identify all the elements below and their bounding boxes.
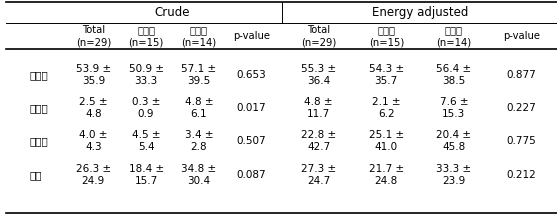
Text: 22.8 ±
42.7: 22.8 ± 42.7	[301, 130, 336, 152]
Text: 18.4 ±
15.7: 18.4 ± 15.7	[129, 164, 164, 186]
Text: 0.507: 0.507	[237, 136, 266, 146]
Text: 0.775: 0.775	[506, 136, 536, 146]
Text: 3.4 ±
2.8: 3.4 ± 2.8	[184, 130, 213, 152]
Text: Energy adjusted: Energy adjusted	[372, 6, 468, 19]
Text: 0.087: 0.087	[237, 170, 266, 180]
Text: 50.9 ±
33.3: 50.9 ± 33.3	[129, 64, 164, 86]
Text: 0.3 ±
0.9: 0.3 ± 0.9	[132, 97, 160, 119]
Text: 대조군
(n=14): 대조군 (n=14)	[436, 25, 471, 47]
Text: 55.3 ±
36.4: 55.3 ± 36.4	[301, 64, 336, 86]
Text: 생선: 생선	[30, 170, 42, 180]
Text: 34.8 ±
30.4: 34.8 ± 30.4	[182, 164, 217, 186]
Text: 0.017: 0.017	[237, 103, 266, 113]
Text: 7.6 ±
15.3: 7.6 ± 15.3	[439, 97, 468, 119]
Text: 0.877: 0.877	[506, 70, 536, 80]
Text: 2.1 ±
6.2: 2.1 ± 6.2	[372, 97, 400, 119]
Text: 4.8 ±
6.1: 4.8 ± 6.1	[184, 97, 213, 119]
Text: 4.0 ±
4.3: 4.0 ± 4.3	[79, 130, 108, 152]
Text: Crude: Crude	[155, 6, 190, 19]
Text: 33.3 ±
23.9: 33.3 ± 23.9	[436, 164, 471, 186]
Text: 0.212: 0.212	[506, 170, 536, 180]
Text: Total
(n=29): Total (n=29)	[301, 25, 336, 47]
Text: 57.1 ±
39.5: 57.1 ± 39.5	[182, 64, 217, 86]
Text: 20.4 ±
45.8: 20.4 ± 45.8	[436, 130, 471, 152]
Text: 환자군
(n=15): 환자군 (n=15)	[369, 25, 404, 47]
Text: 54.3 ±
35.7: 54.3 ± 35.7	[369, 64, 404, 86]
Text: p-value: p-value	[233, 31, 270, 41]
Text: 25.1 ±
41.0: 25.1 ± 41.0	[369, 130, 404, 152]
Text: 환자군
(n=15): 환자군 (n=15)	[129, 25, 164, 47]
Text: 2.5 ±
4.8: 2.5 ± 4.8	[79, 97, 108, 119]
Text: 4.8 ±
11.7: 4.8 ± 11.7	[305, 97, 333, 119]
Text: 0.227: 0.227	[506, 103, 536, 113]
Text: Total
(n=29): Total (n=29)	[76, 25, 111, 47]
Text: 0.653: 0.653	[237, 70, 266, 80]
Text: 26.3 ±
24.9: 26.3 ± 24.9	[76, 164, 111, 186]
Text: 백색육: 백색육	[30, 136, 49, 146]
Text: 대조군
(n=14): 대조군 (n=14)	[182, 25, 217, 47]
Text: p-value: p-value	[503, 31, 540, 41]
Text: 4.5 ±
5.4: 4.5 ± 5.4	[132, 130, 160, 152]
Text: 적색육: 적색육	[30, 70, 49, 80]
Text: 27.3 ±
24.7: 27.3 ± 24.7	[301, 164, 336, 186]
Text: 가공육: 가공육	[30, 103, 49, 113]
Text: 56.4 ±
38.5: 56.4 ± 38.5	[436, 64, 471, 86]
Text: 21.7 ±
24.8: 21.7 ± 24.8	[369, 164, 404, 186]
Text: 53.9 ±
35.9: 53.9 ± 35.9	[76, 64, 111, 86]
